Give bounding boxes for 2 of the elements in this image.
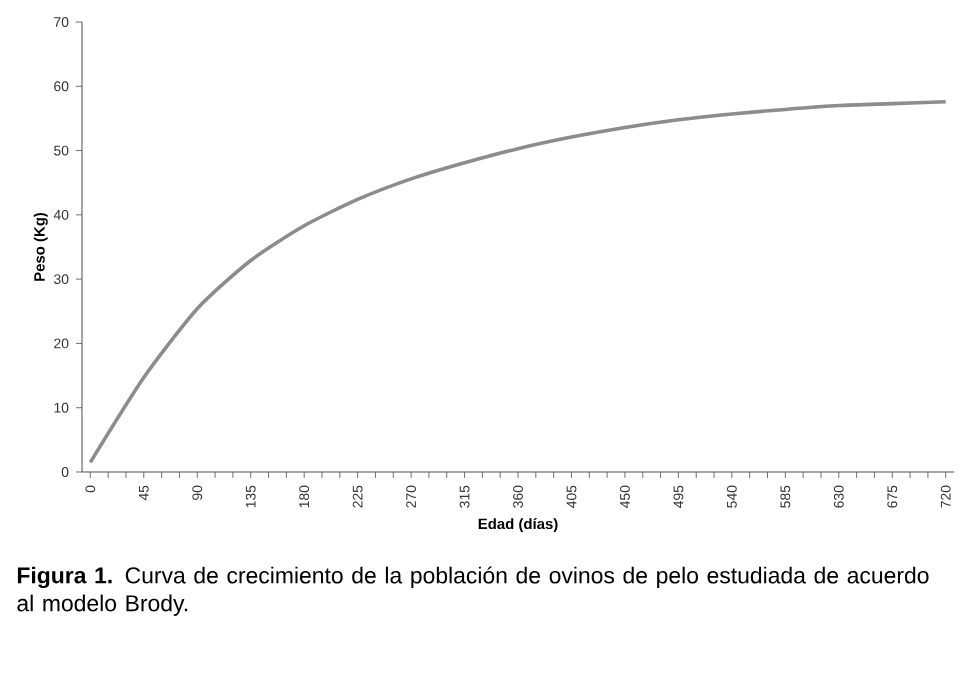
text: Figura 1. Curva de crecimiento de la población de ovinos de pelo estudiada de acuerdo al modelo Brody. <box>17 566 929 616</box>
line-series <box>88 99 948 465</box>
